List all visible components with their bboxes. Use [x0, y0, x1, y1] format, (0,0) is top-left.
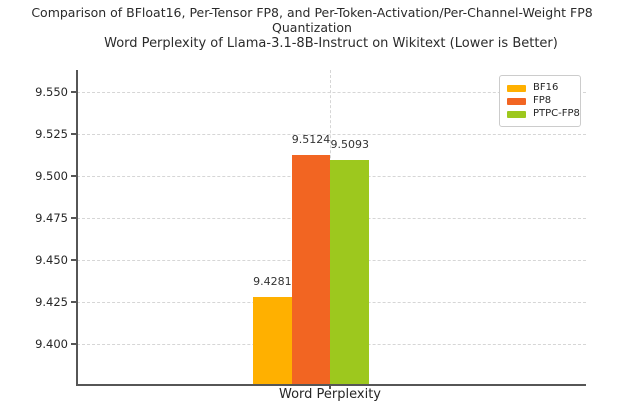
y-tick-label: 9.425 [35, 295, 68, 309]
y-tick-label: 9.500 [35, 169, 68, 183]
bar-value-label: 9.5124 [291, 133, 331, 147]
figure-suptitle: Comparison of BFloat16, Per-Tensor FP8, … [31, 5, 593, 35]
bar-fp8 [291, 155, 331, 384]
bar-value-label: 9.4281 [253, 274, 292, 288]
y-tick-label: 9.400 [35, 337, 68, 351]
y-gridline [77, 92, 586, 93]
chart-title: Word Perplexity of Llama-3.1-8B-Instruct… [104, 36, 558, 51]
legend-swatch-icon [507, 84, 526, 92]
x-tickmark [329, 386, 331, 389]
bar-bf16 [253, 296, 292, 384]
y-tick-label: 9.450 [35, 253, 68, 267]
y-gridline [77, 134, 586, 135]
legend-label: PTPC-FP8 [533, 108, 580, 119]
y-tickmark [71, 217, 76, 219]
y-tickmark [71, 91, 76, 93]
legend-swatch-icon [507, 110, 526, 118]
y-tickmark [71, 133, 76, 135]
y-axis-spine [76, 70, 78, 386]
legend-row-ptpc-fp8: PTPC-FP8 [507, 108, 580, 120]
y-tickmark [71, 343, 76, 345]
legend-label: FP8 [533, 95, 552, 106]
y-tick-label: 9.475 [35, 211, 68, 225]
y-tickmark [71, 259, 76, 261]
y-tickmark [71, 301, 76, 303]
legend-row-fp8: FP8 [507, 95, 573, 107]
x-axis-spine [76, 384, 586, 386]
legend: BF16 FP8 PTPC-FP8 [499, 75, 581, 127]
y-tick-label: 9.550 [35, 85, 68, 99]
bar-ptpc-fp8 [330, 160, 370, 384]
bar-value-label: 9.5093 [330, 138, 370, 152]
legend-row-bf16: BF16 [507, 82, 573, 94]
x-tick-label: Word Perplexity [279, 387, 381, 402]
y-tick-label: 9.525 [35, 127, 68, 141]
legend-swatch-icon [507, 97, 526, 105]
legend-label: BF16 [533, 82, 559, 93]
y-tickmark [71, 175, 76, 177]
